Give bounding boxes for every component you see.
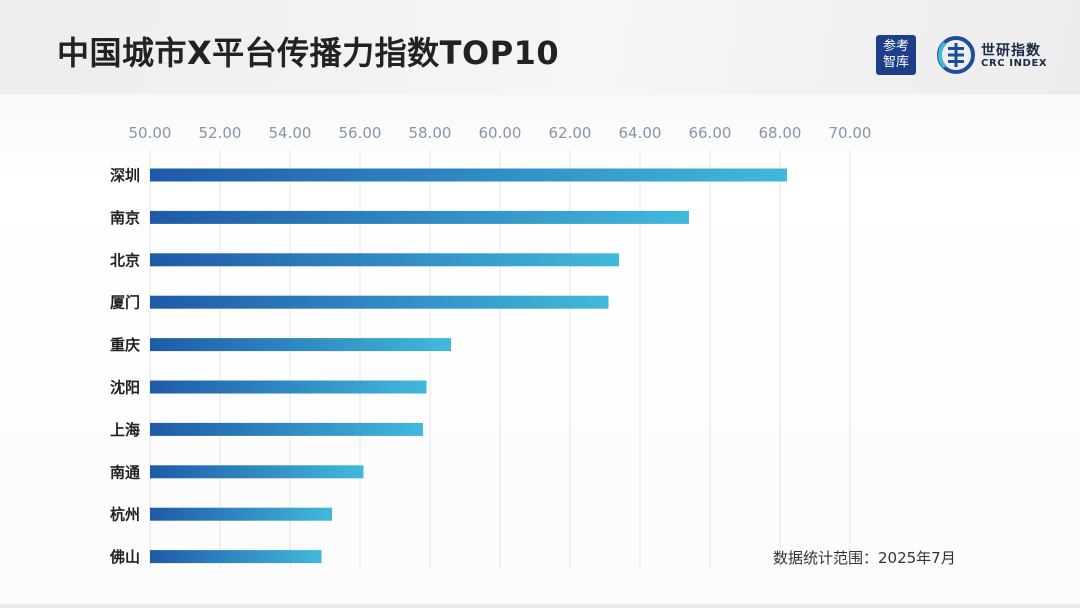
x-tick-label: 64.00	[619, 124, 662, 142]
data-range-note: 数据统计范围：2025年7月	[773, 549, 956, 567]
logo2-name: 世研指数	[981, 43, 1041, 59]
x-tick-label: 70.00	[829, 124, 872, 142]
logo2-subtitle: CRC INDEX	[981, 58, 1048, 69]
bar	[150, 295, 609, 309]
category-label: 上海	[110, 421, 140, 439]
x-tick-label: 52.00	[199, 124, 242, 142]
bottom-divider	[0, 604, 1080, 608]
page-title: 中国城市X平台传播力指数TOP10	[57, 34, 560, 72]
bar	[150, 550, 322, 564]
category-label: 南京	[110, 209, 140, 227]
x-tick-label: 68.00	[759, 124, 802, 142]
category-label: 厦门	[110, 294, 140, 312]
x-tick-label: 54.00	[269, 124, 312, 142]
cankao-think-tank-logo: 参考智库	[876, 35, 916, 75]
bar	[150, 168, 787, 182]
category-label: 杭州	[110, 506, 140, 524]
bar	[150, 338, 451, 352]
x-tick-label: 60.00	[479, 124, 522, 142]
x-tick-label: 58.00	[409, 124, 452, 142]
category-label: 沈阳	[110, 379, 140, 397]
category-label: 佛山	[109, 548, 140, 566]
x-axis-ticks: 50.00 52.00 54.00 56.00 58.00 60.00 62.00 64.00…	[129, 124, 872, 142]
bar	[150, 210, 689, 224]
x-tick-label: 50.00	[129, 124, 172, 142]
bar	[150, 507, 332, 521]
x-tick-label: 66.00	[689, 124, 732, 142]
bars	[150, 168, 787, 564]
category-label: 重庆	[110, 336, 140, 354]
bar	[150, 253, 619, 267]
globe-icon	[937, 36, 975, 74]
crc-index-logo: 世研指数 CRC INDEX	[936, 34, 1048, 76]
bar	[150, 465, 364, 479]
bar	[150, 380, 427, 394]
category-label: 南通	[110, 463, 140, 481]
bar	[150, 422, 423, 436]
x-tick-label: 62.00	[549, 124, 592, 142]
x-tick-label: 56.00	[339, 124, 382, 142]
logo1-text: 参考智库	[882, 39, 909, 70]
category-label: 深圳	[110, 167, 140, 185]
category-label: 北京	[110, 251, 140, 269]
